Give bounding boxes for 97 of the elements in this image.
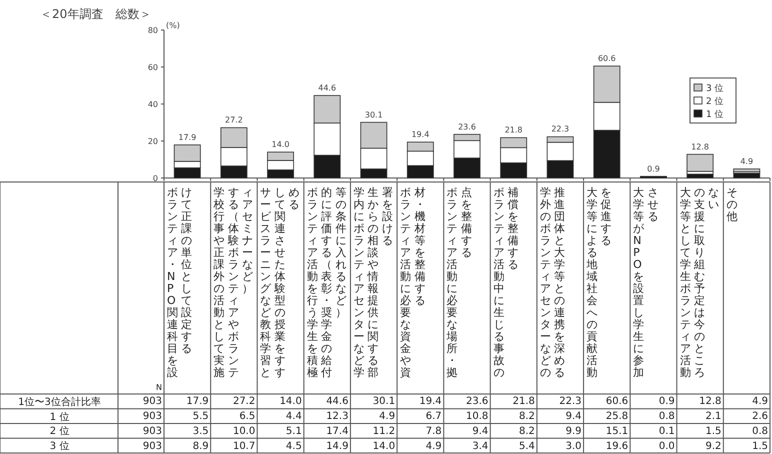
data-label: 19.6	[604, 440, 630, 454]
category-label: 学外のボランティアセンターなどの推進団体と大学等との連携を深める	[540, 186, 566, 379]
total-label: 21.8	[504, 126, 523, 135]
data-label: 10.7	[232, 440, 256, 454]
data-label: 3.4	[471, 440, 490, 454]
data-label: 5.4	[518, 440, 536, 454]
total-label: 44.6	[318, 83, 336, 92]
total-label: 22.3	[551, 124, 570, 134]
total-label: 14.0	[272, 140, 290, 150]
data-label: 25.8	[604, 410, 630, 424]
category-label: ボランティア活動に必要な場所・拠点を整備する	[446, 186, 472, 379]
text: 19.4	[419, 396, 442, 408]
category-label: ボランティア活動中に生じる事故の補償を整備する	[493, 186, 518, 379]
text: 1位〜3位合計比率	[17, 396, 102, 410]
data-label: 12.3	[325, 410, 350, 424]
data-label: 5.5	[192, 410, 210, 424]
total-label: 19.4	[411, 130, 430, 140]
text: 903	[142, 426, 162, 437]
data-label: 3.5	[192, 424, 210, 439]
text: 23.6	[466, 396, 488, 408]
data-label: 0.1	[658, 424, 676, 439]
data-label: 8.9	[192, 440, 210, 454]
total-label: 0.9	[647, 164, 660, 174]
total-label: 30.1	[364, 110, 383, 120]
total-label: 12.8	[691, 142, 709, 152]
text: 30.1	[372, 396, 396, 408]
text: 60.6	[606, 396, 628, 408]
text: 903	[142, 440, 162, 452]
category-label: ボランティア活動を行う学生を積極的に評価する（表彰・奨学金の給付等の条件に入れるなど）	[306, 186, 346, 379]
text: 1 位	[50, 412, 70, 423]
data-label: 14.9	[325, 440, 350, 454]
category-label: 学内にボランティアセンターなど学生からの相談や情報提供に関する部署を設ける	[353, 186, 393, 379]
total-label: 23.6	[458, 122, 476, 132]
category-label: 大学等として学生ボランティア活動の支援に取り組む予定は今のところない	[680, 186, 720, 379]
x-tick-label: その他	[726, 186, 738, 225]
data-label: 9.4	[564, 410, 583, 424]
data-label: 1.5	[704, 424, 722, 439]
data-label: 2.1	[704, 410, 722, 424]
data-label: 6.7	[424, 410, 443, 424]
text: 21.8	[512, 396, 535, 408]
data-label: 2.6	[751, 410, 769, 424]
text: 17.9	[186, 396, 209, 408]
text: 44.6	[326, 396, 348, 408]
data-label: 6.5	[238, 410, 256, 424]
data-label: 9.9	[564, 424, 583, 439]
category-label: ボランティア・NPO関連科目を設けて正課の単位として設定する	[167, 186, 192, 379]
y-axis-title: (%)	[166, 21, 180, 30]
total-label: 60.6	[598, 54, 616, 64]
data-label: 0.0	[658, 440, 676, 454]
chart-title: ＜20年調査 総数＞	[40, 7, 152, 21]
y-tick-label: 80	[148, 26, 158, 35]
data-label: 14.0	[372, 440, 396, 454]
data-label: 0.8	[751, 424, 769, 439]
text: 14.0	[280, 396, 302, 408]
data-label: 4.5	[284, 440, 303, 454]
text: 903	[142, 395, 163, 410]
data-label: 11.2	[372, 424, 396, 439]
text: 2 位	[50, 426, 70, 438]
data-label: 10.8	[465, 410, 490, 424]
data-label: 4.9	[378, 410, 396, 424]
data-label: 4.9	[424, 440, 443, 454]
data-label: 7.8	[424, 424, 443, 439]
text: N	[155, 382, 163, 394]
y-tick-label: 20	[148, 137, 158, 146]
data-label: 0.8	[658, 410, 676, 424]
y-tick-label: 40	[148, 100, 158, 109]
total-label: 4.9	[740, 156, 754, 166]
data-label: 15.1	[604, 424, 630, 439]
data-label: 17.4	[325, 424, 350, 439]
legend-label: 3 位	[706, 83, 724, 94]
text: 12.8	[699, 396, 722, 408]
data-label: 5.1	[284, 424, 303, 439]
category-label: ボランティア活動に必要な資金や資材・機材等を整備する	[400, 186, 426, 379]
data-label: 1.5	[751, 440, 769, 454]
text: 27.2	[232, 396, 256, 408]
text: 4.9	[752, 396, 768, 408]
text: 3 位	[50, 441, 70, 452]
category-label: 大学等がNPOを設置し学生に参加させる	[633, 186, 658, 379]
data-label: 9.2	[704, 440, 722, 454]
total-label: 17.9	[178, 132, 196, 142]
category-label: サービスラーニングなど教科学習として関連させた体験型の授業をすすめる	[260, 186, 300, 379]
category-label: 大学等による地域社会への貢献活動を促進する	[586, 186, 612, 379]
data-label: 9.4	[471, 424, 490, 439]
text: 0.9	[658, 396, 675, 408]
legend-label: 1 位	[706, 109, 724, 120]
y-tick-label: 60	[148, 63, 158, 72]
data-label: 10.0	[232, 424, 256, 439]
legend-label: 2 位	[706, 96, 724, 107]
text: 22.3	[559, 396, 582, 408]
y-tick-label: 0	[152, 174, 158, 183]
category-label: 学校行事や正課外の活動として実施する（体験ボランティアやボランティアセミナーなど）	[214, 186, 254, 379]
data-label: 3.0	[564, 440, 583, 454]
total-label: 27.2	[225, 116, 243, 125]
data-label: 4.4	[284, 410, 303, 424]
data-label: 8.2	[518, 410, 536, 424]
text: 903	[142, 411, 162, 422]
data-label: 8.2	[518, 424, 536, 439]
